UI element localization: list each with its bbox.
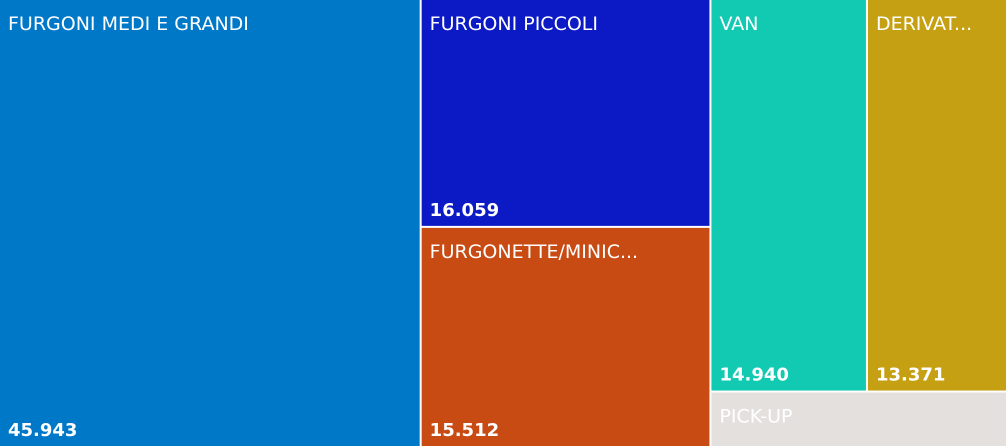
treemap-cell <box>0 0 420 446</box>
cell-label: PICK-UP <box>719 406 792 428</box>
cell-label: VAN <box>719 13 758 35</box>
treemap-cell <box>711 392 1006 446</box>
cell-label: FURGONI MEDI E GRANDI <box>8 13 249 35</box>
treemap-cell <box>711 0 866 391</box>
treemap-cell <box>421 0 710 226</box>
data-label: 15.512 <box>430 420 499 441</box>
data-label: 16.059 <box>430 200 499 221</box>
cell-label: FURGONETTE/MINIC... <box>430 241 638 263</box>
treemap-cell <box>867 0 1006 391</box>
data-label: 14.940 <box>719 365 788 386</box>
cell-label: DERIVAT... <box>876 13 972 35</box>
data-label: 45.943 <box>8 420 77 441</box>
cell-label: FURGONI PICCOLI <box>430 13 598 35</box>
data-label: 13.371 <box>876 365 945 386</box>
treemap-cell <box>421 227 710 446</box>
